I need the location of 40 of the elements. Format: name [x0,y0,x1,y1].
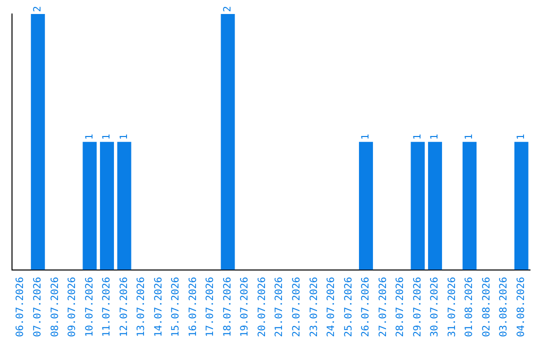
x-tick-label: 18.07.2026 [222,276,234,338]
x-tick-label: 31.07.2026 [446,276,458,338]
data-label: 2 [32,6,44,12]
data-label: 2 [222,6,234,12]
x-tick-label: 09.07.2026 [67,276,78,338]
x-tick-label: 30.07.2026 [430,276,441,338]
x-tick-label: 27.07.2026 [378,276,389,338]
x-tick-label: 26.07.2026 [360,276,372,338]
data-label: 1 [412,134,424,140]
x-tick-label: 15.07.2026 [170,276,182,338]
x-tick-label: 03.08.2026 [498,276,510,338]
x-tick-label: 28.07.2026 [395,276,406,338]
x-tick-label: 04.08.2026 [516,276,527,338]
data-label: 1 [464,134,476,140]
data-label: 1 [118,134,130,140]
x-tick-label: 01.08.2026 [464,276,476,338]
data-label: 1 [102,134,113,140]
x-tick-label: 14.07.2026 [153,276,164,338]
x-tick-label: 17.07.2026 [205,276,216,338]
x-tick-label: 13.07.2026 [136,276,148,338]
x-tick-label: 10.07.2026 [84,276,96,338]
x-tick-label: 19.07.2026 [240,276,251,338]
x-tick-label: 29.07.2026 [412,276,424,338]
x-tick-label: 20.07.2026 [256,276,268,338]
data-label: 1 [516,134,527,140]
x-tick-label: 06.07.2026 [15,276,26,338]
x-tick-label: 16.07.2026 [188,276,199,338]
data-label: 1 [430,134,441,140]
x-tick-label: 21.07.2026 [274,276,286,338]
data-label: 1 [360,134,372,140]
x-tick-label: 07.07.2026 [32,276,44,338]
x-tick-label: 23.07.2026 [308,276,320,338]
x-tick-label: 02.08.2026 [481,276,492,338]
x-tick-label: 11.07.2026 [102,276,113,338]
data-label: 1 [84,134,96,140]
x-tick-label: 25.07.2026 [343,276,354,338]
x-tick-label: 12.07.2026 [118,276,130,338]
x-tick-label: 08.07.2026 [50,276,61,338]
x-tick-label: 24.07.2026 [326,276,338,338]
x-tick-label: 22.07.2026 [291,276,302,338]
